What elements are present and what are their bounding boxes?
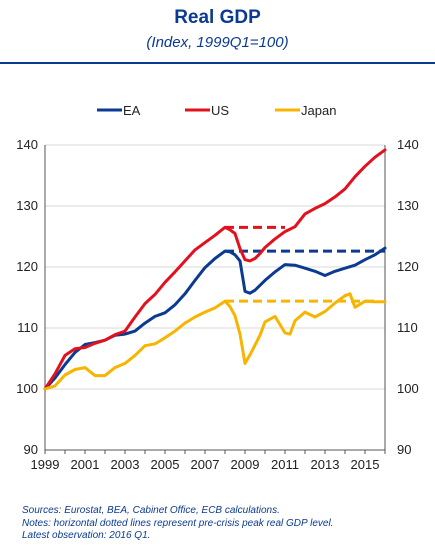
series-line-us — [43, 148, 387, 391]
x-tick-2009: 2009 — [231, 457, 260, 472]
y-tick-left-100: 100 — [16, 381, 38, 396]
dotted-lines-note: Notes: horizontal dotted lines represent… — [22, 517, 334, 529]
legend-label-japan: Japan — [301, 103, 336, 118]
x-tick-2013: 2013 — [311, 457, 340, 472]
y-tick-right-110: 110 — [397, 320, 418, 335]
y-tick-right-90: 90 — [397, 442, 411, 457]
chart-axes — [44, 145, 386, 454]
y-tick-left-110: 110 — [17, 320, 38, 335]
x-tick-1999: 1999 — [31, 457, 60, 472]
legend-label-ea: EA — [123, 103, 141, 118]
x-tick-2003: 2003 — [111, 457, 140, 472]
chart-subtitle: (Index, 1999Q1=100) — [146, 34, 289, 51]
legend-label-us: US — [211, 103, 229, 118]
x-tick-2005: 2005 — [151, 457, 180, 472]
y-tick-right-120: 120 — [397, 259, 419, 274]
chart-grid — [45, 144, 385, 390]
chart-series — [43, 148, 387, 391]
chart-legend: EA US Japan — [97, 103, 336, 118]
latest-observation-note: Latest observation: 2016 Q1. — [22, 530, 151, 541]
series-line-japan — [43, 292, 387, 391]
sources-note: Sources: Eurostat, BEA, Cabinet Office, … — [22, 505, 280, 516]
x-tick-2015: 2015 — [351, 457, 380, 472]
y-tick-left-130: 130 — [16, 198, 38, 213]
x-tick-2007: 2007 — [191, 457, 220, 472]
y-tick-right-140: 140 — [397, 137, 419, 152]
title-divider — [0, 62, 435, 64]
x-tick-2011: 2011 — [271, 457, 299, 472]
gdp-line-chart: EA US Japan 90 90 100 100 110 110 120 120 130 130 14… — [16, 103, 418, 472]
y-tick-left-140: 140 — [16, 137, 38, 152]
y-tick-left-120: 120 — [16, 259, 38, 274]
chart-notes: Sources: Eurostat, BEA, Cabinet Office, … — [22, 505, 422, 543]
x-tick-2001: 2001 — [71, 457, 100, 472]
y-tick-right-130: 130 — [397, 198, 419, 213]
chart-ticks: 90 90 100 100 110 110 120 120 130 130 140 140 1999 20… — [16, 137, 418, 472]
y-tick-right-100: 100 — [397, 381, 419, 396]
y-tick-left-90: 90 — [24, 442, 38, 457]
series-line-ea — [43, 246, 387, 391]
chart-title: Real GDP — [174, 7, 261, 28]
